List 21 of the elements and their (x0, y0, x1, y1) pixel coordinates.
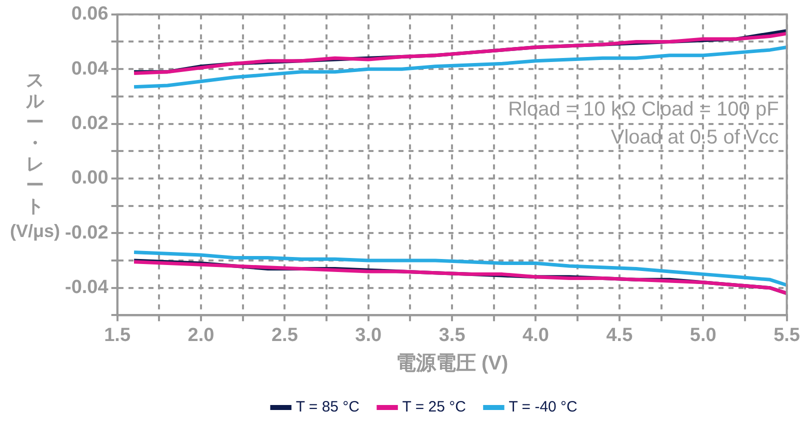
legend-label: T = 85 °C (296, 398, 360, 416)
x-tick-label: 2.0 (188, 324, 214, 346)
x-tick-label: 4.5 (606, 324, 634, 346)
x-axis-title: 電源電圧 (V) (396, 352, 508, 375)
y-tick-label: 0.00 (71, 168, 108, 189)
y-tick-label: 0.02 (71, 113, 108, 134)
y-tick-label: 0.04 (71, 58, 109, 80)
y-axis-title: スルー・レート (V/μs) (10, 70, 60, 241)
x-tick-label: 3.5 (438, 324, 466, 346)
x-tick-label: 1.5 (104, 324, 131, 346)
x-tick-label: 3.0 (355, 324, 382, 346)
legend-label: T = -40 °C (508, 398, 578, 416)
x-tick-label: 5.5 (774, 324, 800, 346)
y-tick-label: -0.04 (64, 277, 109, 298)
y-tick-label: -0.02 (64, 222, 108, 244)
x-tick-label: 4.0 (522, 324, 549, 346)
y-tick-label: 0.06 (71, 4, 108, 25)
x-tick-label: 2.5 (271, 324, 298, 346)
annotation: Vload at 0.5 of Vcc (610, 126, 779, 149)
x-tick-label: 5.0 (690, 324, 716, 346)
legend-label: T = 25 °C (402, 398, 466, 416)
